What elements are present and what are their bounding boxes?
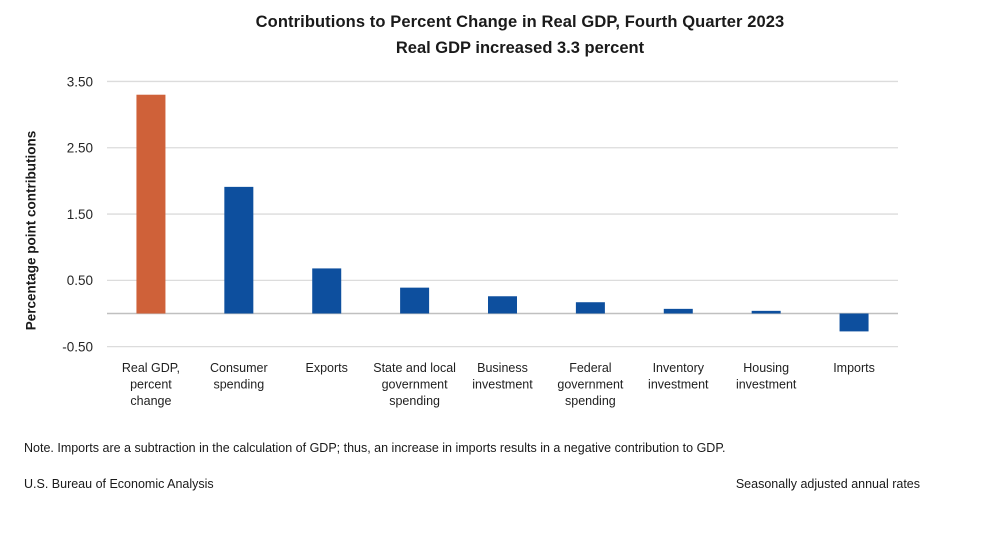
rates-text: Seasonally adjusted annual rates [735,477,920,491]
source-text: U.S. Bureau of Economic Analysis [24,477,214,491]
chart-title: Contributions to Percent Change in Real … [255,13,785,31]
ytick-label-2.50: 2.50 [67,141,93,156]
ytick-label-3.50: 3.50 [67,74,93,89]
xtick-label-inventory-investment: Inventory investment [648,361,709,392]
xtick-label-business-investment: Business investment [472,361,533,392]
ytick-label-1.50: 1.50 [67,207,93,222]
bar-exports [312,268,342,314]
bar-federal-government-spending [575,302,605,314]
xtick-label-exports: Exports [306,361,348,375]
bar-real-gdp-percent-change [136,94,166,314]
xtick-label-real-gdp-percent-change: Real GDP, percent change [122,361,180,408]
bar-consumer-spending [224,186,254,314]
xtick-label-federal-government-spending: Federal government spending [557,361,624,408]
xtick-label-imports: Imports [833,361,875,375]
ytick-label-0.50: 0.50 [67,273,93,288]
bar-business-investment [488,296,517,314]
bar-state-and-local-government-spending [400,287,430,314]
xtick-label-housing-investment: Housing investment [736,361,797,392]
ytick-label--0.50: -0.50 [62,339,93,354]
chart-subtitle: Real GDP increased 3.3 percent [395,39,645,57]
note-text: Note. Imports are a subtraction in the c… [24,441,726,455]
xtick-label-consumer-spending: Consumer spending [210,361,268,392]
xtick-label-state-and-local-government-spending: State and local government spending [373,361,456,408]
bar-imports [839,313,869,332]
bar-inventory-investment [663,308,693,314]
bar-housing-investment [751,310,781,314]
